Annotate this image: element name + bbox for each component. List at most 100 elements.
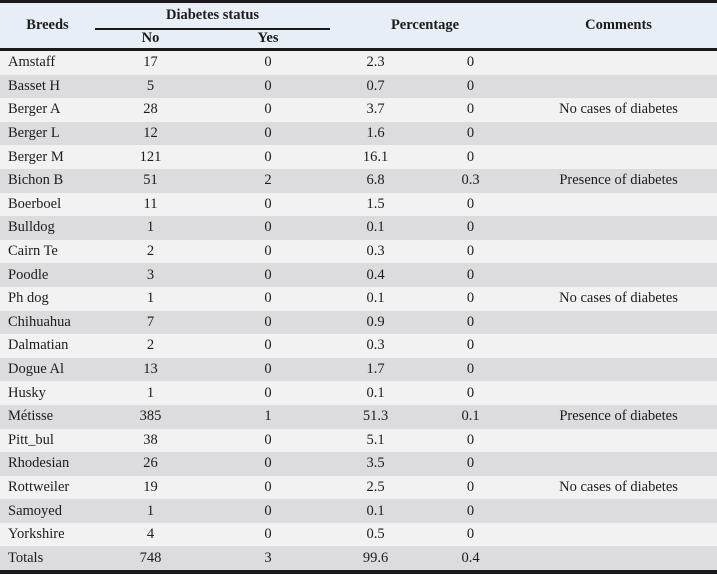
breed-cell: Bulldog [8, 219, 55, 236]
comment-cell [520, 145, 717, 169]
comment-cell [520, 240, 717, 264]
breed-cell: Amstaff [8, 54, 56, 71]
breed-cell: Basset H [8, 77, 60, 94]
comment-cell [520, 523, 717, 547]
no-count-cell: 1 [146, 219, 155, 236]
pct-no-cell: 0.9 [366, 313, 385, 330]
comment-cell [520, 216, 717, 240]
table-row: Métisse 385 1 51.3 0.1 Presence of diabetes [0, 404, 717, 429]
comment-cell [520, 358, 717, 382]
comment-cell [520, 381, 717, 405]
breed-cell: Rhodesian [8, 455, 70, 472]
yes-count-cell: 0 [264, 313, 272, 330]
col-header-no: No [95, 28, 206, 51]
pct-yes-cell: 0 [466, 431, 475, 448]
pct-yes-cell: 0 [466, 337, 475, 354]
pct-no-cell: 16.1 [362, 148, 389, 165]
table-row: Berger A 28 0 3.7 0 No cases of diabetes [0, 98, 717, 122]
no-count-cell: 12 [143, 125, 158, 142]
col-header-breeds: Breeds [0, 1, 95, 51]
no-count-cell: 1 [146, 290, 155, 307]
pct-yes-cell: 0 [466, 219, 475, 236]
pct-yes-cell: 0 [466, 361, 475, 378]
pct-no-cell: 0.1 [366, 290, 385, 307]
comment-cell [520, 334, 717, 358]
pct-no-cell: 0.1 [366, 219, 385, 236]
no-count-cell: 2 [146, 243, 155, 260]
yes-count-cell: 0 [264, 431, 272, 448]
comment-cell [520, 50, 717, 75]
yes-count-cell: 0 [264, 526, 272, 543]
yes-count-cell: 0 [264, 384, 272, 401]
pct-yes-cell: 0 [466, 101, 475, 118]
no-count-cell: 19 [143, 478, 158, 495]
no-count-cell: 748 [139, 549, 162, 566]
pct-no-cell: 1.6 [366, 125, 385, 142]
table-row: Basset H 5 0 0.7 0 [0, 74, 717, 99]
table-row: Poodle 3 0 0.4 0 [0, 263, 717, 287]
table-row: Rhodesian 26 0 3.5 0 [0, 452, 717, 476]
pct-yes-cell: 0.3 [461, 172, 480, 189]
pct-no-cell: 3.5 [366, 455, 385, 472]
breed-cell: Cairn Te [8, 243, 58, 260]
breed-cell: Berger A [8, 101, 61, 118]
comment-cell [520, 546, 717, 572]
comment-cell: No cases of diabetes [559, 290, 678, 307]
pct-yes-cell: 0 [466, 290, 475, 307]
pct-yes-cell: 0 [466, 77, 475, 94]
breed-cell: Berger L [8, 125, 60, 142]
pct-yes-cell: 0 [466, 478, 475, 495]
pct-yes-cell: 0 [466, 384, 475, 401]
breed-cell: Berger M [8, 148, 64, 165]
comment-cell [520, 193, 717, 217]
col-header-percentage: Percentage [330, 1, 521, 51]
no-count-cell: 51 [143, 172, 158, 189]
table-row: Pitt_bul 38 0 5.1 0 [0, 428, 717, 453]
pct-yes-cell: 0 [466, 54, 475, 71]
no-count-cell: 2 [146, 337, 155, 354]
table-row: Amstaff 17 0 2.3 0 [0, 49, 717, 75]
pct-no-cell: 2.5 [366, 478, 385, 495]
breed-cell: Dalmatian [8, 337, 69, 354]
pct-yes-cell: 0 [466, 195, 475, 212]
pct-no-cell: 6.8 [366, 172, 385, 189]
comment-cell [520, 263, 717, 287]
comment-cell [520, 429, 717, 453]
no-count-cell: 121 [139, 148, 162, 165]
totals-row: Totals 748 3 99.6 0.4 [0, 546, 717, 573]
breed-cell: Poodle [8, 266, 49, 283]
comment-cell [520, 122, 717, 146]
pct-yes-cell: 0 [466, 526, 475, 543]
table-body: Amstaff 17 0 2.3 0 Basset H 5 0 0.7 0 Berger A 28 0 3… [0, 49, 717, 573]
table-row: Boerboel 11 0 1.5 0 [0, 192, 717, 217]
yes-count-cell: 1 [264, 408, 272, 425]
no-count-cell: 17 [143, 54, 158, 71]
comment-cell: No cases of diabetes [559, 478, 678, 495]
yes-count-cell: 2 [264, 172, 272, 189]
comment-cell: Presence of diabetes [559, 172, 678, 189]
pct-yes-cell: 0.4 [461, 549, 480, 566]
no-count-cell: 5 [146, 77, 155, 94]
yes-count-cell: 0 [264, 361, 272, 378]
pct-yes-cell: 0.1 [461, 408, 480, 425]
no-count-cell: 385 [139, 408, 162, 425]
yes-count-cell: 0 [264, 455, 272, 472]
breed-cell: Totals [8, 549, 44, 566]
col-header-comments: Comments [520, 1, 717, 51]
yes-count-cell: 0 [264, 478, 272, 495]
yes-count-cell: 0 [264, 54, 272, 71]
table-header: Breeds Diabetes status Percentage Commen… [0, 1, 717, 51]
table-row: Dogue Al 13 0 1.7 0 [0, 357, 717, 382]
no-count-cell: 4 [146, 526, 155, 543]
yes-count-cell: 0 [264, 290, 272, 307]
breed-cell: Boerboel [8, 195, 62, 212]
pct-no-cell: 0.7 [366, 77, 385, 94]
table-row: Berger M 121 0 16.1 0 [0, 145, 717, 169]
pct-yes-cell: 0 [466, 148, 475, 165]
yes-count-cell: 0 [264, 148, 272, 165]
no-count-cell: 28 [143, 101, 158, 118]
no-count-cell: 13 [143, 361, 158, 378]
pct-no-cell: 0.1 [366, 502, 385, 519]
yes-count-cell: 0 [264, 219, 272, 236]
yes-count-cell: 0 [264, 195, 272, 212]
